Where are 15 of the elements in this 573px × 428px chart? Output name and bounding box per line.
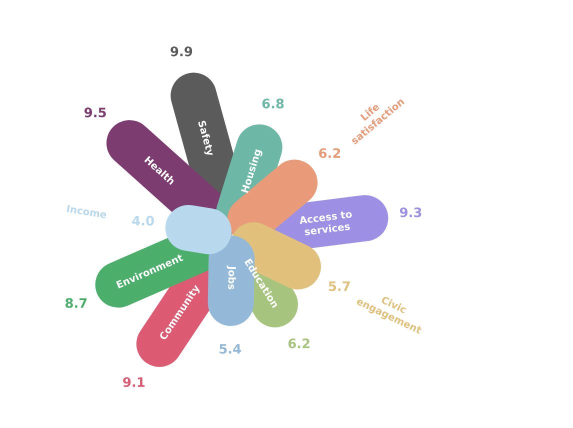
data-label: 8.7 <box>66 298 87 308</box>
data-label: 4.0 <box>132 216 154 226</box>
data-label: 9.3 <box>400 207 422 218</box>
data-label: 5.4 <box>220 344 241 354</box>
data-label: 9.9 <box>170 46 192 56</box>
category-label: Safety <box>198 120 213 155</box>
data-label: 6.2 <box>319 148 340 158</box>
data-label: 9.1 <box>123 377 145 387</box>
data-label: 6.8 <box>262 98 284 108</box>
data-label: 5.7 <box>328 281 350 292</box>
data-label: 9.5 <box>84 108 106 118</box>
data-label: 6.2 <box>288 338 310 348</box>
category-label: Access to services <box>300 211 352 236</box>
category-label: Jobs <box>226 266 236 290</box>
category-label: Income <box>66 204 106 218</box>
